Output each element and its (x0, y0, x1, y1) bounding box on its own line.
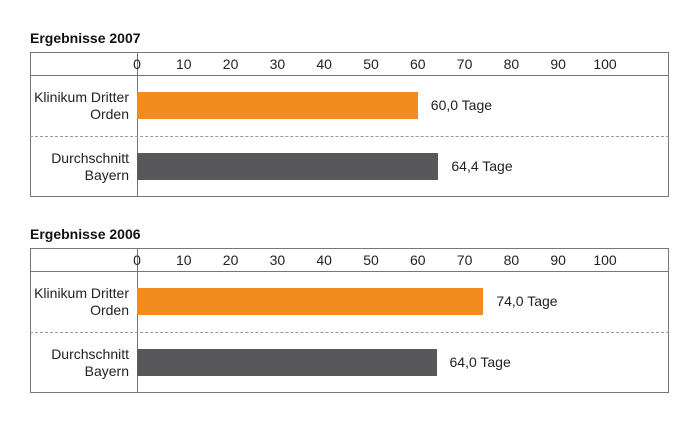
x-tick-label: 50 (363, 252, 379, 268)
x-tick-label: 20 (222, 56, 239, 72)
value-label: 60,0 Tage (430, 96, 493, 113)
header-line (30, 271, 669, 272)
x-tick-label: 80 (503, 252, 520, 268)
axis-line (137, 248, 138, 393)
category-label: Durchschnitt Bayern (51, 345, 129, 379)
x-tick-label: 70 (456, 252, 473, 268)
bar (137, 91, 418, 119)
category-label: Klinikum Dritter Orden (34, 284, 129, 318)
x-tick-label: 20 (222, 252, 239, 268)
chart-title: Ergebnisse 2006 (30, 226, 141, 242)
bar (137, 152, 439, 180)
x-tick-label: 100 (593, 56, 617, 72)
x-tick-label: 100 (593, 252, 617, 268)
value-label: 64,4 Tage (451, 157, 513, 174)
row-separator (30, 332, 669, 333)
axis-line (137, 52, 138, 197)
frame (30, 52, 669, 197)
x-tick-label: 10 (176, 252, 192, 268)
bar (137, 287, 484, 315)
x-tick-label: 0 (133, 252, 141, 268)
category-label: Klinikum Dritter Orden (34, 88, 129, 122)
bar (137, 348, 437, 376)
x-tick-label: 30 (269, 56, 286, 72)
x-tick-label: 30 (269, 252, 286, 268)
chart-title: Ergebnisse 2007 (30, 30, 141, 46)
value-label: 74,0 Tage (496, 292, 558, 309)
x-tick-label: 70 (456, 56, 473, 72)
x-tick-label: 60 (410, 56, 426, 72)
x-tick-label: 50 (363, 56, 379, 72)
x-tick-label: 40 (316, 56, 332, 72)
x-tick-label: 90 (550, 252, 566, 268)
category-label: Durchschnitt Bayern (51, 149, 129, 183)
x-tick-label: 80 (503, 56, 520, 72)
x-tick-label: 60 (410, 252, 426, 268)
x-tick-label: 40 (316, 252, 332, 268)
frame (30, 248, 669, 393)
value-label: 64,0 Tage (449, 353, 511, 370)
header-line (30, 75, 669, 76)
x-tick-label: 10 (176, 56, 192, 72)
x-tick-label: 0 (133, 56, 141, 72)
row-separator (30, 136, 669, 137)
x-tick-label: 90 (550, 56, 566, 72)
